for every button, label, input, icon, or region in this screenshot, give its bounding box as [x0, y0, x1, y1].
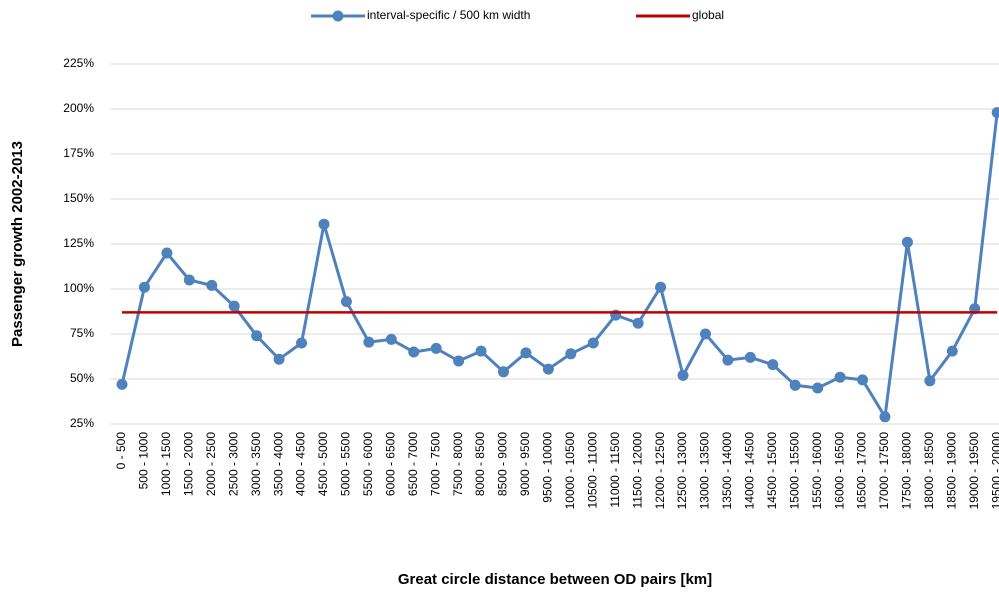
legend-marker: [332, 10, 344, 22]
x-tick-label: 15000 - 15500: [787, 432, 801, 510]
data-point: [408, 346, 420, 358]
x-tick-label: 12000 - 12500: [653, 432, 667, 510]
y-tick-label: 50%: [70, 371, 94, 385]
x-tick-label: 12500 - 13000: [675, 432, 689, 510]
x-tick-label: 19500 - 20000: [989, 432, 999, 510]
x-tick-label: 13000 - 13500: [698, 432, 712, 510]
data-point: [498, 366, 509, 378]
y-tick-label: 200%: [63, 101, 94, 115]
x-tick-label: 2500 - 3000: [226, 432, 240, 496]
data-point: [789, 379, 801, 391]
x-tick-label: 5000 - 5500: [339, 432, 353, 496]
data-point: [183, 274, 195, 286]
x-tick-label: 10000 - 10500: [563, 432, 577, 510]
x-tick-label: 15500 - 16000: [810, 432, 824, 510]
data-point: [812, 382, 824, 394]
data-point: [453, 355, 465, 367]
y-tick-label: 25%: [70, 416, 94, 430]
x-tick-label: 19000 - 19500: [967, 432, 981, 510]
data-point: [385, 333, 397, 345]
series-line: [120, 112, 999, 422]
x-tick-label: 6000 - 6500: [383, 432, 397, 496]
x-tick-label: 9500 - 10000: [541, 432, 555, 503]
x-tick-label: 7500 - 8000: [451, 432, 465, 496]
data-point: [924, 375, 936, 387]
data-point: [991, 107, 999, 119]
x-tick-label: 9000 - 9500: [518, 432, 532, 496]
x-tick-label: 4000 - 4500: [294, 432, 308, 496]
x-tick-label: 3500 - 4000: [271, 432, 285, 496]
x-tick-label: 18000 - 18500: [922, 432, 936, 510]
y-tick-label: 225%: [63, 56, 94, 70]
data-point: [296, 337, 308, 349]
legend-label: interval-specific / 500 km width: [367, 8, 530, 22]
data-point: [857, 374, 869, 386]
data-point: [363, 336, 375, 348]
data-point: [318, 218, 330, 230]
x-tick-label: 4500 - 5000: [316, 432, 330, 496]
data-point: [228, 300, 240, 312]
data-point: [430, 342, 442, 354]
data-point: [138, 281, 150, 293]
data-point: [677, 369, 689, 381]
x-tick-label: 16500 - 17000: [855, 432, 869, 510]
data-point: [879, 411, 891, 423]
y-tick-label: 75%: [70, 326, 94, 340]
data-point: [542, 363, 554, 375]
data-point: [520, 347, 532, 359]
data-point: [744, 351, 756, 363]
data-point: [116, 378, 128, 390]
data-point: [901, 236, 913, 248]
data-point: [475, 345, 487, 357]
x-tick-label: 13500 - 14000: [720, 432, 734, 510]
data-point: [161, 247, 173, 259]
x-tick-label: 17500 - 18000: [900, 432, 914, 510]
y-axis-title: Passenger growth 2002-2013: [9, 141, 26, 347]
x-axis-title: Great circle distance between OD pairs […: [398, 571, 712, 588]
x-tick-label: 17000 - 17500: [877, 432, 891, 510]
x-tick-label: 8000 - 8500: [473, 432, 487, 496]
data-point: [587, 337, 599, 349]
x-tick-label: 18500 - 19000: [944, 432, 958, 510]
x-tick-label: 14500 - 15000: [765, 432, 779, 510]
data-point: [251, 330, 263, 342]
data-point: [632, 317, 644, 329]
x-tick-label: 1500 - 2000: [182, 432, 196, 496]
x-tick-label: 1000 - 1500: [159, 432, 173, 496]
x-tick-label: 11500 - 12000: [630, 432, 644, 509]
data-point: [699, 328, 711, 340]
x-tick-label: 500 - 1000: [137, 432, 151, 490]
data-point: [206, 279, 218, 291]
x-tick-label: 6500 - 7000: [406, 432, 420, 496]
data-point: [946, 345, 958, 357]
x-tick-label: 10500 - 11000: [585, 432, 599, 509]
data-point: [834, 371, 846, 383]
x-tick-label: 0 - 500: [114, 432, 128, 470]
y-tick-label: 150%: [63, 191, 94, 205]
data-point: [565, 348, 577, 360]
data-point: [722, 354, 734, 366]
x-tick-label: 7000 - 7500: [428, 432, 442, 496]
x-tick-label: 3000 - 3500: [249, 432, 263, 496]
legend-label: global: [692, 8, 724, 22]
x-tick-label: 8500 - 9000: [496, 432, 510, 496]
data-point: [655, 281, 667, 293]
x-tick-label: 5500 - 6000: [361, 432, 375, 496]
data-point: [340, 296, 352, 308]
data-point: [273, 353, 285, 365]
y-tick-label: 175%: [63, 146, 94, 160]
data-point: [767, 359, 779, 371]
x-tick-label: 2000 - 2500: [204, 432, 218, 496]
y-tick-label: 100%: [63, 281, 94, 295]
y-tick-label: 125%: [63, 236, 94, 250]
x-tick-label: 14000 - 14500: [743, 432, 757, 510]
x-tick-label: 16000 - 16500: [832, 432, 846, 510]
x-tick-label: 11000 - 11500: [608, 432, 622, 508]
